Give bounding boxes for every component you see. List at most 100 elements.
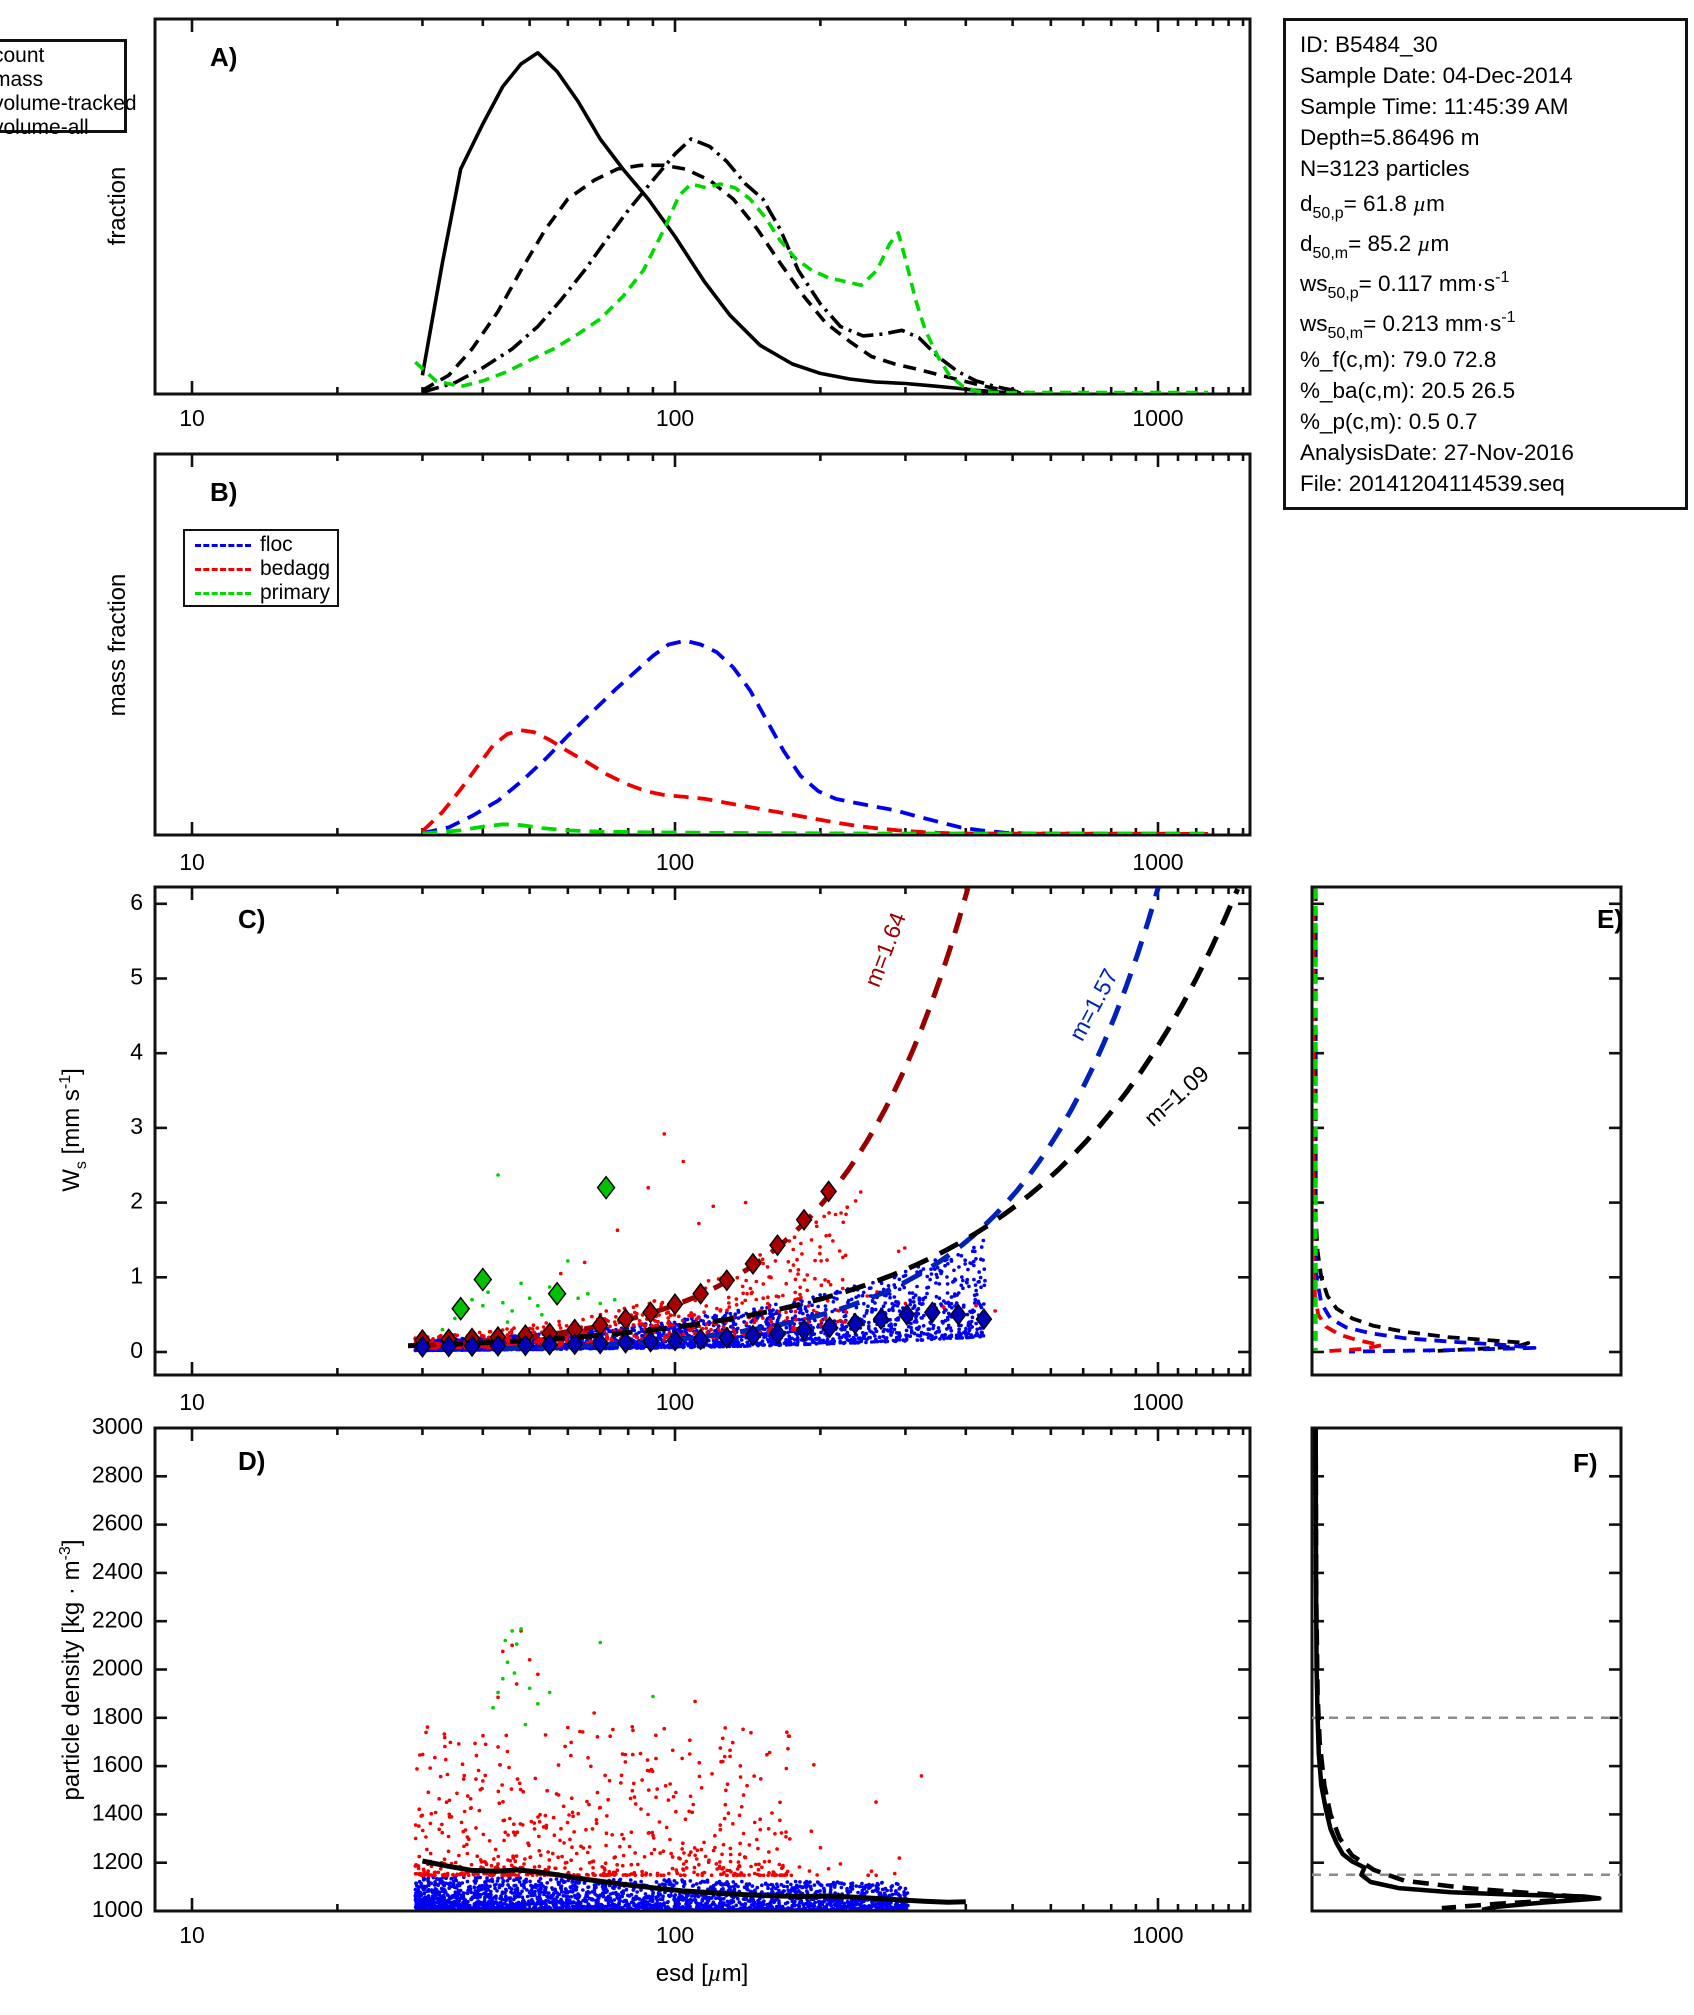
series-bedagg: [421, 728, 1209, 834]
info-line: %_p(c,m): 0.5 0.7: [1300, 409, 1478, 434]
info-line: %_f(c,m): 79.0 72.8: [1300, 347, 1497, 372]
median-diamond: [566, 1332, 584, 1356]
series-volume-tracked: [421, 137, 1018, 393]
scatter-points: [413, 1875, 910, 1910]
median-diamond: [642, 1330, 659, 1353]
median-diamond: [451, 1296, 471, 1321]
x-tick-label: 100: [656, 1922, 694, 1948]
series-count: [420, 50, 1021, 393]
median-diamond: [718, 1269, 736, 1292]
sample-info-box: ID: B5484_30 Sample Date: 04-Dec-2014 Samp…: [1283, 18, 1688, 510]
series-mass: [421, 163, 1029, 393]
legend-item-floc: floc: [195, 533, 337, 557]
legend-label: mass: [0, 68, 44, 91]
panel-letter-c: C): [238, 904, 265, 934]
median-diamond: [489, 1334, 507, 1357]
y-tick-label: 2000: [92, 1655, 143, 1681]
panel-letter-a: A): [210, 42, 237, 72]
median-diamond: [591, 1332, 609, 1355]
scatter-points: [496, 1629, 897, 1876]
panel-D: D) 10 100 1000 1000 1200 1400 1600 1800 2000 2200 2…: [92, 1413, 1252, 1948]
x-tick-label: 1000: [1132, 1922, 1183, 1948]
median-diamond: [473, 1267, 493, 1292]
fit-label: m=1.09: [1139, 1060, 1214, 1131]
panel-A: A) 10 100 1000: [153, 17, 1252, 431]
info-line: d50,m= 85.2 µm: [1300, 231, 1450, 262]
info-line: Depth=5.86496 m: [1300, 125, 1480, 150]
median-diamond: [820, 1180, 837, 1203]
y-tick-label: 1: [130, 1262, 143, 1288]
fit-line-m=1.57: [502, 888, 1161, 1352]
legend-label: primary: [260, 581, 331, 604]
panel-E: E): [1310, 885, 1623, 1377]
panel-B: B) 10 100 1000: [153, 452, 1252, 875]
y-tick-label: 1200: [92, 1848, 143, 1874]
info-line: d50,p= 61.8 µm: [1300, 191, 1445, 222]
median-diamond: [414, 1335, 431, 1358]
median-diamond: [463, 1334, 481, 1358]
legend-sample-line: [195, 591, 251, 595]
median-diamond: [795, 1208, 813, 1231]
fit-label: m=1.64: [859, 909, 911, 991]
panel-letter-b: B): [210, 477, 237, 507]
y-tick-label: 2400: [92, 1558, 143, 1584]
legend-label: volume-all: [0, 116, 89, 139]
y-axis-label-fraction: fraction: [104, 166, 131, 246]
median-diamond: [596, 1175, 616, 1200]
y-axis-label-settling-velocity: Ws [mm s-1]: [57, 1068, 90, 1192]
x-tick-label: 10: [179, 1922, 205, 1948]
median-diamond: [440, 1335, 458, 1358]
legend-item-bedagg: bedagg: [195, 557, 337, 581]
series-volume-all: [414, 182, 1209, 393]
panel-letter-f: F): [1573, 1448, 1598, 1478]
profile-modeled: [1313, 1429, 1587, 1910]
median-diamond: [516, 1334, 534, 1357]
info-line: %_ba(c,m): 20.5 26.5: [1300, 378, 1516, 403]
y-tick-label: 2600: [92, 1510, 143, 1536]
x-tick-label: 100: [656, 405, 694, 431]
profile-bedagg: [1313, 888, 1384, 1354]
y-tick-label: 4: [130, 1038, 143, 1064]
median-diamond: [769, 1234, 786, 1257]
legend-sample-line: [195, 543, 251, 547]
legend-item-volume-all: volume-all: [0, 116, 124, 140]
median-diamond: [617, 1307, 634, 1331]
profile-floc: [1313, 888, 1537, 1354]
median-diamond: [666, 1329, 684, 1352]
x-tick-label: 1000: [1132, 849, 1183, 875]
y-tick-label: 3: [130, 1113, 143, 1139]
legend-label: bedagg: [260, 557, 331, 580]
median-diamond: [769, 1322, 786, 1345]
median-diamond: [744, 1252, 762, 1276]
legend-item-count: count: [0, 44, 124, 68]
median-diamond: [718, 1326, 736, 1349]
panel-letter-e: E): [1597, 904, 1623, 934]
fit-label: m=1.57: [1064, 964, 1123, 1045]
scatter-points: [491, 1627, 655, 1727]
info-line: N=3123 particles: [1300, 156, 1470, 181]
info-line: ws50,m= 0.213 mm·s-1: [1300, 309, 1516, 342]
x-tick-label: 1000: [1132, 405, 1183, 431]
profile-measured: [1313, 1429, 1602, 1910]
median-diamond: [846, 1312, 864, 1335]
x-tick-label: 100: [656, 1389, 694, 1415]
y-tick-label: 1600: [92, 1751, 143, 1777]
fit-line-m=1.09: [407, 888, 1240, 1349]
y-axis-label-mass-fraction: mass fraction: [104, 573, 131, 717]
info-line: ws50,p= 0.117 mm·s-1: [1300, 269, 1510, 302]
median-diamond: [666, 1293, 684, 1316]
median-diamond: [744, 1324, 762, 1347]
info-line: ID: B5484_30: [1300, 32, 1438, 57]
y-tick-label: 0: [130, 1337, 143, 1363]
legend-label: count: [0, 44, 45, 67]
x-tick-label: 100: [656, 849, 694, 875]
legend-sample-line: [195, 567, 251, 571]
panel-letter-d: D): [238, 1446, 265, 1476]
series-floc: [421, 638, 1209, 834]
legend-item-mass: mass: [0, 68, 124, 92]
median-diamond: [547, 1281, 567, 1306]
y-tick-label: 5: [130, 964, 143, 990]
panel-F: F): [1310, 1426, 1623, 1913]
info-line: File: 20141204114539.seq: [1300, 471, 1565, 496]
